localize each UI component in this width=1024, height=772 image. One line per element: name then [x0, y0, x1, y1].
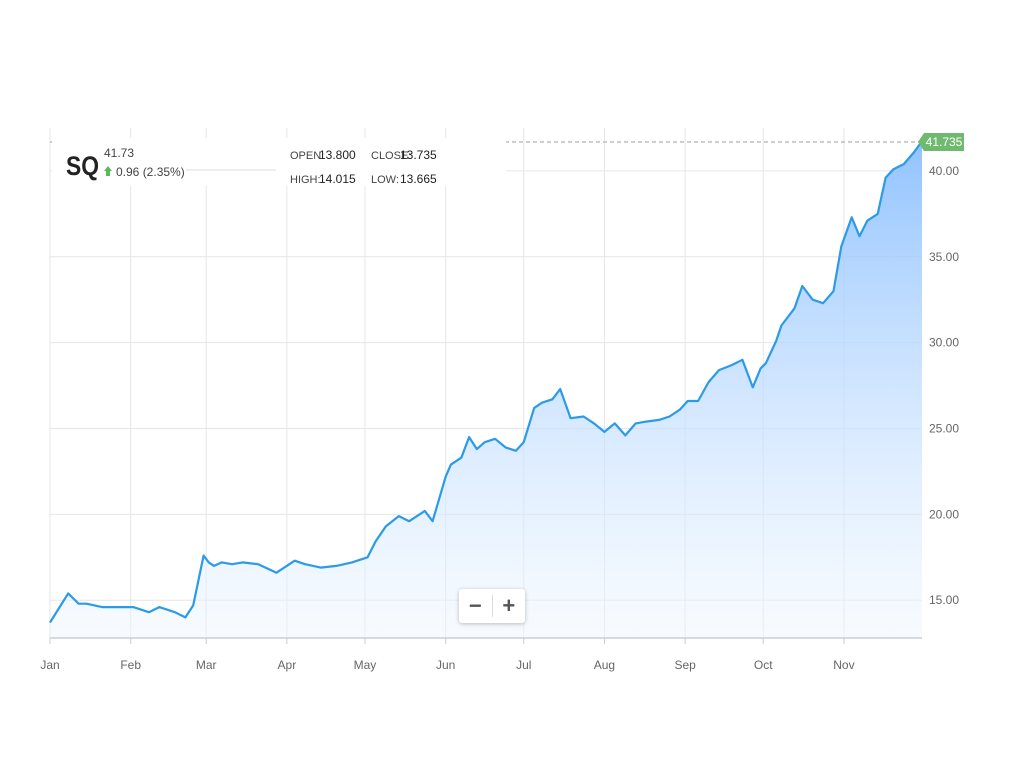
y-tick-label: 30.00 — [929, 336, 959, 350]
last-price-badge-text: 41.735 — [926, 135, 963, 149]
ticks-layer: 15.00 20.00 25.00 30.00 35.00 40.00 Jan Feb Mar A… — [40, 164, 959, 672]
y-tick-label: 20.00 — [929, 507, 959, 521]
zoom-controls: − + — [459, 589, 525, 623]
x-tick-label: Jul — [516, 658, 531, 672]
y-tick-label: 40.00 — [929, 164, 959, 178]
close-label: CLOSE: — [371, 150, 411, 162]
x-tick-label: Aug — [594, 658, 615, 672]
ticker-price: 41.73 — [104, 146, 134, 160]
x-tick-label: Jan — [40, 658, 59, 672]
zoom-out-button[interactable]: − — [468, 593, 482, 618]
y-tick-label: 35.00 — [929, 250, 959, 264]
open-label: OPEN: — [290, 150, 324, 162]
x-tick-label: May — [354, 658, 377, 672]
open-value: 13.800 — [319, 148, 356, 162]
low-label: LOW: — [371, 174, 399, 186]
x-tick-label: Oct — [754, 658, 773, 672]
x-tick-label: Nov — [833, 658, 854, 672]
zoom-in-button[interactable]: + — [502, 593, 516, 618]
y-tick-label: 15.00 — [929, 593, 959, 607]
price-line — [49, 140, 923, 624]
ticker-change: 0.96 (2.35%) — [116, 165, 185, 179]
y-tick-label: 25.00 — [929, 422, 959, 436]
last-price-badge: 41.735 — [918, 133, 964, 151]
high-label: HIGH: — [290, 174, 321, 186]
price-area-fill — [50, 141, 922, 638]
ticker-symbol: SQ — [66, 151, 99, 181]
x-tick-label: Sep — [674, 658, 696, 672]
high-value: 14.015 — [319, 172, 356, 186]
close-value: 13.735 — [400, 148, 437, 162]
ticker-panel: SQ 41.73 0.96 (2.35%) OPEN: 13.800 CLOSE… — [52, 138, 506, 186]
x-tick-label: Mar — [196, 658, 217, 672]
x-tick-label: Jun — [436, 658, 455, 672]
x-tick-label: Apr — [278, 658, 297, 672]
x-tick-label: Feb — [120, 658, 141, 672]
zoom-divider — [491, 595, 493, 617]
low-value: 13.665 — [400, 172, 437, 186]
up-arrow-icon — [104, 166, 112, 176]
